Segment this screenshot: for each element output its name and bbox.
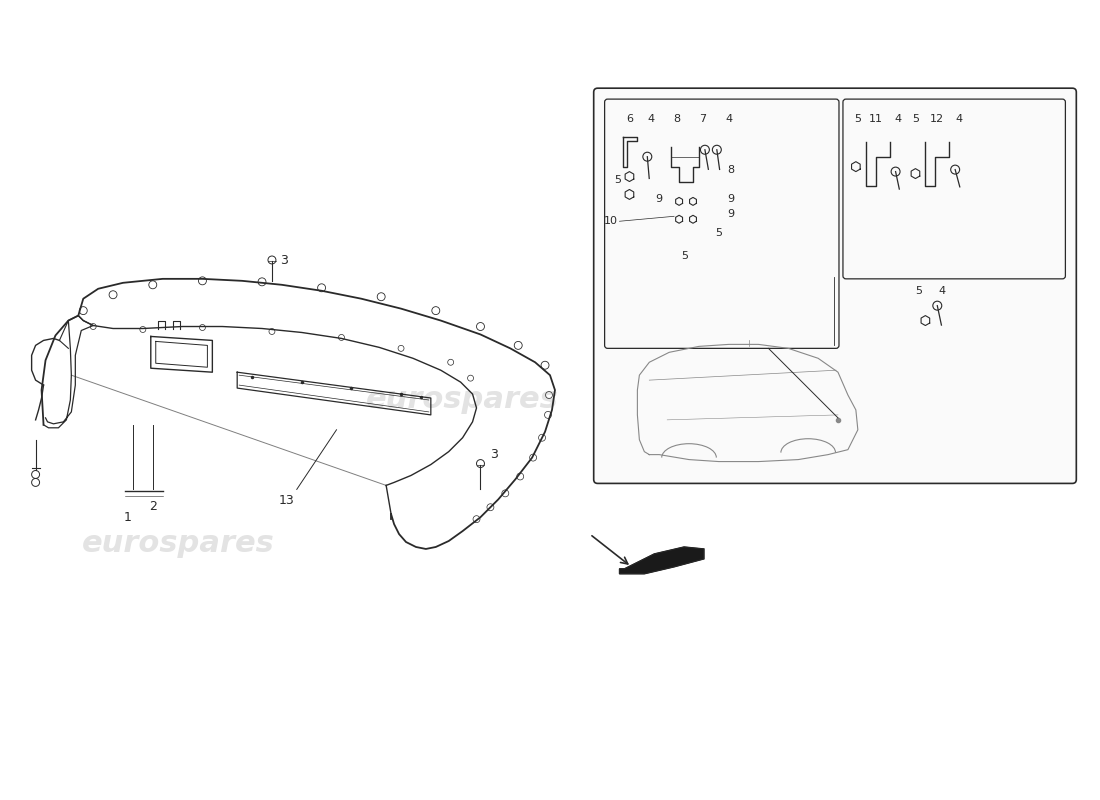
Text: 5: 5 (682, 251, 689, 261)
Text: 4: 4 (648, 114, 654, 124)
Text: 4: 4 (725, 114, 733, 124)
Polygon shape (619, 547, 704, 574)
Text: 9: 9 (727, 194, 734, 205)
Text: 8: 8 (673, 114, 681, 124)
Text: 1: 1 (124, 511, 132, 524)
Text: 13: 13 (279, 494, 295, 507)
Text: 9: 9 (656, 194, 663, 205)
Text: 5: 5 (855, 114, 861, 124)
FancyBboxPatch shape (594, 88, 1076, 483)
Text: 4: 4 (956, 114, 962, 124)
Text: 10: 10 (604, 216, 617, 226)
Text: 5: 5 (915, 286, 922, 296)
Text: 3: 3 (491, 448, 498, 461)
Text: 5: 5 (912, 114, 918, 124)
Text: 4: 4 (938, 286, 946, 296)
FancyBboxPatch shape (605, 99, 839, 348)
Text: 3: 3 (279, 254, 288, 267)
Text: eurospares: eurospares (82, 529, 275, 558)
Text: 4: 4 (894, 114, 901, 124)
Text: 5: 5 (715, 228, 723, 238)
Text: 12: 12 (931, 114, 945, 124)
Text: 8: 8 (727, 165, 734, 174)
Text: 11: 11 (869, 114, 882, 124)
Text: eurospares: eurospares (672, 210, 865, 240)
Text: 9: 9 (727, 210, 734, 219)
Text: 6: 6 (626, 114, 632, 124)
Text: 2: 2 (148, 500, 156, 513)
Text: 5: 5 (614, 174, 622, 185)
Text: 7: 7 (700, 114, 706, 124)
FancyBboxPatch shape (843, 99, 1066, 279)
Text: eurospares: eurospares (366, 386, 559, 414)
